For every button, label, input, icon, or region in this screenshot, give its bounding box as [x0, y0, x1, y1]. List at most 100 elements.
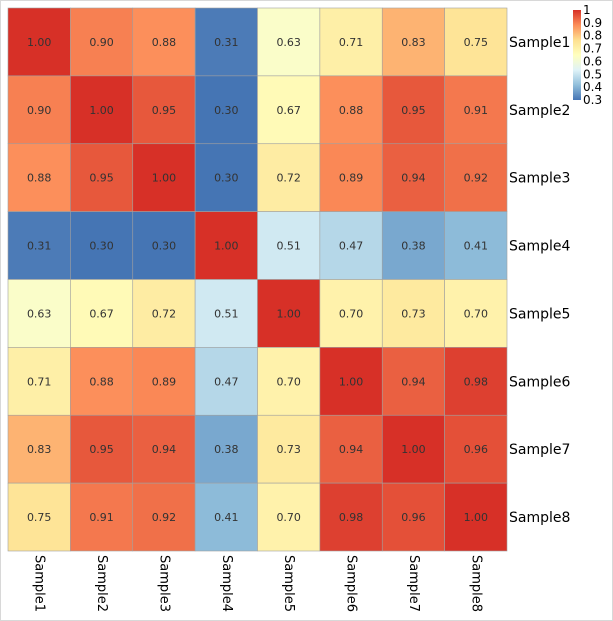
- cell-value-label: 0.70: [276, 511, 301, 524]
- legend-tick-label: 0.7: [583, 42, 602, 56]
- cell-value-label: 0.75: [464, 36, 489, 49]
- cell-value-label: 0.67: [89, 307, 114, 320]
- legend-tick-label: 0.4: [583, 80, 602, 94]
- column-label-Sample6: Sample6: [344, 555, 359, 612]
- heatmap-cell-Sample3-Sample1: [7, 143, 71, 212]
- heatmap-cell-Sample3-Sample5: [257, 143, 321, 212]
- heatmap-cell-Sample8-Sample8: [444, 482, 508, 552]
- cell-value-label: 1.00: [401, 443, 426, 456]
- heatmap-cell-Sample2-Sample7: [381, 75, 445, 145]
- cell-value-label: 0.88: [27, 172, 52, 185]
- heatmap-cell-Sample7-Sample7: [381, 414, 445, 484]
- heatmap-cell-Sample2-Sample2: [70, 75, 134, 145]
- cell-value-label: 0.90: [89, 36, 114, 49]
- cell-value-label: 0.88: [89, 375, 114, 388]
- heatmap-cell-Sample6-Sample5: [257, 347, 321, 416]
- cell-value-label: 0.88: [339, 104, 364, 117]
- heatmap-cell-Sample7-Sample8: [444, 414, 508, 484]
- row-label-Sample4: Sample4: [509, 239, 570, 255]
- row-label-Sample7: Sample7: [509, 442, 570, 458]
- row-label-Sample6: Sample6: [509, 374, 570, 390]
- column-label-Sample3: Sample3: [156, 555, 171, 612]
- heatmap-cell-Sample1-Sample4: [194, 7, 258, 77]
- cell-value-label: 1.00: [27, 36, 52, 49]
- cell-value-label: 0.47: [214, 375, 239, 388]
- cell-value-label: 0.51: [214, 307, 239, 320]
- cell-value-label: 0.31: [214, 36, 239, 49]
- cell-value-label: 0.73: [401, 307, 426, 320]
- cell-value-label: 0.90: [27, 104, 52, 117]
- heatmap-cell-Sample6-Sample6: [319, 347, 383, 416]
- cell-value-label: 0.96: [464, 443, 489, 456]
- column-label-Sample2: Sample2: [94, 555, 109, 612]
- cell-value-label: 0.83: [401, 36, 426, 49]
- cell-value-label: 0.38: [401, 240, 426, 253]
- cell-value-label: 0.94: [339, 443, 364, 456]
- cell-value-label: 0.72: [152, 307, 177, 320]
- cell-value-label: 0.92: [152, 511, 177, 524]
- cell-value-label: 0.67: [276, 104, 301, 117]
- cell-value-label: 0.89: [152, 375, 177, 388]
- cell-value-label: 0.41: [464, 240, 489, 253]
- heatmap-cell-Sample1-Sample7: [381, 7, 445, 77]
- color-legend: 10.90.80.70.60.50.40.3: [573, 3, 602, 107]
- row-label-Sample5: Sample5: [509, 306, 570, 322]
- heatmap-cells: 1.00 0.90 0.88 0.31 0.63 0.71 0.83 0.75 0.90 1.00…: [7, 7, 508, 552]
- heatmap-cell-Sample2-Sample4: [194, 75, 258, 145]
- cell-value-label: 0.47: [339, 240, 364, 253]
- cell-value-label: 0.71: [27, 375, 52, 388]
- cell-value-label: 0.95: [401, 104, 426, 117]
- heatmap-cell-Sample7-Sample6: [319, 414, 383, 484]
- heatmap-cell-Sample5-Sample7: [381, 279, 445, 348]
- heatmap-cell-Sample4-Sample6: [319, 211, 383, 280]
- cell-value-label: 1.00: [152, 172, 177, 185]
- heatmap-cell-Sample4-Sample7: [381, 211, 445, 280]
- cell-value-label: 1.00: [464, 511, 489, 524]
- cell-value-label: 0.30: [214, 172, 239, 185]
- cell-value-label: 0.88: [152, 36, 177, 49]
- column-label-Sample8: Sample8: [468, 555, 483, 612]
- cell-value-label: 1.00: [276, 307, 301, 320]
- cell-value-label: 0.92: [464, 172, 489, 185]
- heatmap-cell-Sample1-Sample1: [7, 7, 71, 77]
- cell-value-label: 0.70: [276, 375, 301, 388]
- cell-value-label: 0.91: [89, 511, 114, 524]
- heatmap-cell-Sample2-Sample1: [7, 75, 71, 145]
- column-label-Sample7: Sample7: [406, 555, 421, 612]
- cell-value-label: 0.70: [339, 307, 364, 320]
- row-label-Sample1: Sample1: [509, 35, 570, 51]
- cell-value-label: 0.31: [27, 240, 52, 253]
- heatmap-cell-Sample7-Sample5: [257, 414, 321, 484]
- heatmap-cell-Sample3-Sample2: [70, 143, 134, 212]
- cell-value-label: 0.98: [464, 375, 489, 388]
- heatmap-cell-Sample1-Sample8: [444, 7, 508, 77]
- heatmap-cell-Sample3-Sample8: [444, 143, 508, 212]
- cell-value-label: 0.73: [276, 443, 301, 456]
- heatmap-cell-Sample1-Sample2: [70, 7, 134, 77]
- heatmap-cell-Sample2-Sample8: [444, 75, 508, 145]
- legend-tick-label: 0.8: [583, 29, 602, 43]
- legend-tick-label: 0.3: [583, 93, 602, 107]
- heatmap-cell-Sample8-Sample1: [7, 482, 71, 552]
- legend-tick-label: 1: [583, 3, 591, 17]
- row-label-Sample3: Sample3: [509, 171, 570, 187]
- cell-value-label: 0.94: [401, 172, 426, 185]
- heatmap-cell-Sample2-Sample5: [257, 75, 321, 145]
- cell-value-label: 0.30: [89, 240, 114, 253]
- heatmap-cell-Sample8-Sample3: [132, 482, 196, 552]
- legend-tick-label: 0.5: [583, 67, 602, 81]
- cell-value-label: 1.00: [89, 104, 114, 117]
- cell-value-label: 0.72: [276, 172, 301, 185]
- heatmap-cell-Sample5-Sample8: [444, 279, 508, 348]
- cell-value-label: 1.00: [339, 375, 364, 388]
- heatmap-cell-Sample5-Sample3: [132, 279, 196, 348]
- heatmap-cell-Sample8-Sample5: [257, 482, 321, 552]
- row-labels: Sample1 Sample2 Sample3 Sample4 Sample5 Sampl…: [509, 35, 570, 526]
- cell-value-label: 0.41: [214, 511, 239, 524]
- cell-value-label: 0.75: [27, 511, 52, 524]
- legend-color-bar: [573, 10, 581, 100]
- cell-value-label: 0.94: [401, 375, 426, 388]
- heatmap-cell-Sample3-Sample7: [381, 143, 445, 212]
- cell-value-label: 0.95: [89, 172, 114, 185]
- row-label-Sample2: Sample2: [509, 103, 570, 119]
